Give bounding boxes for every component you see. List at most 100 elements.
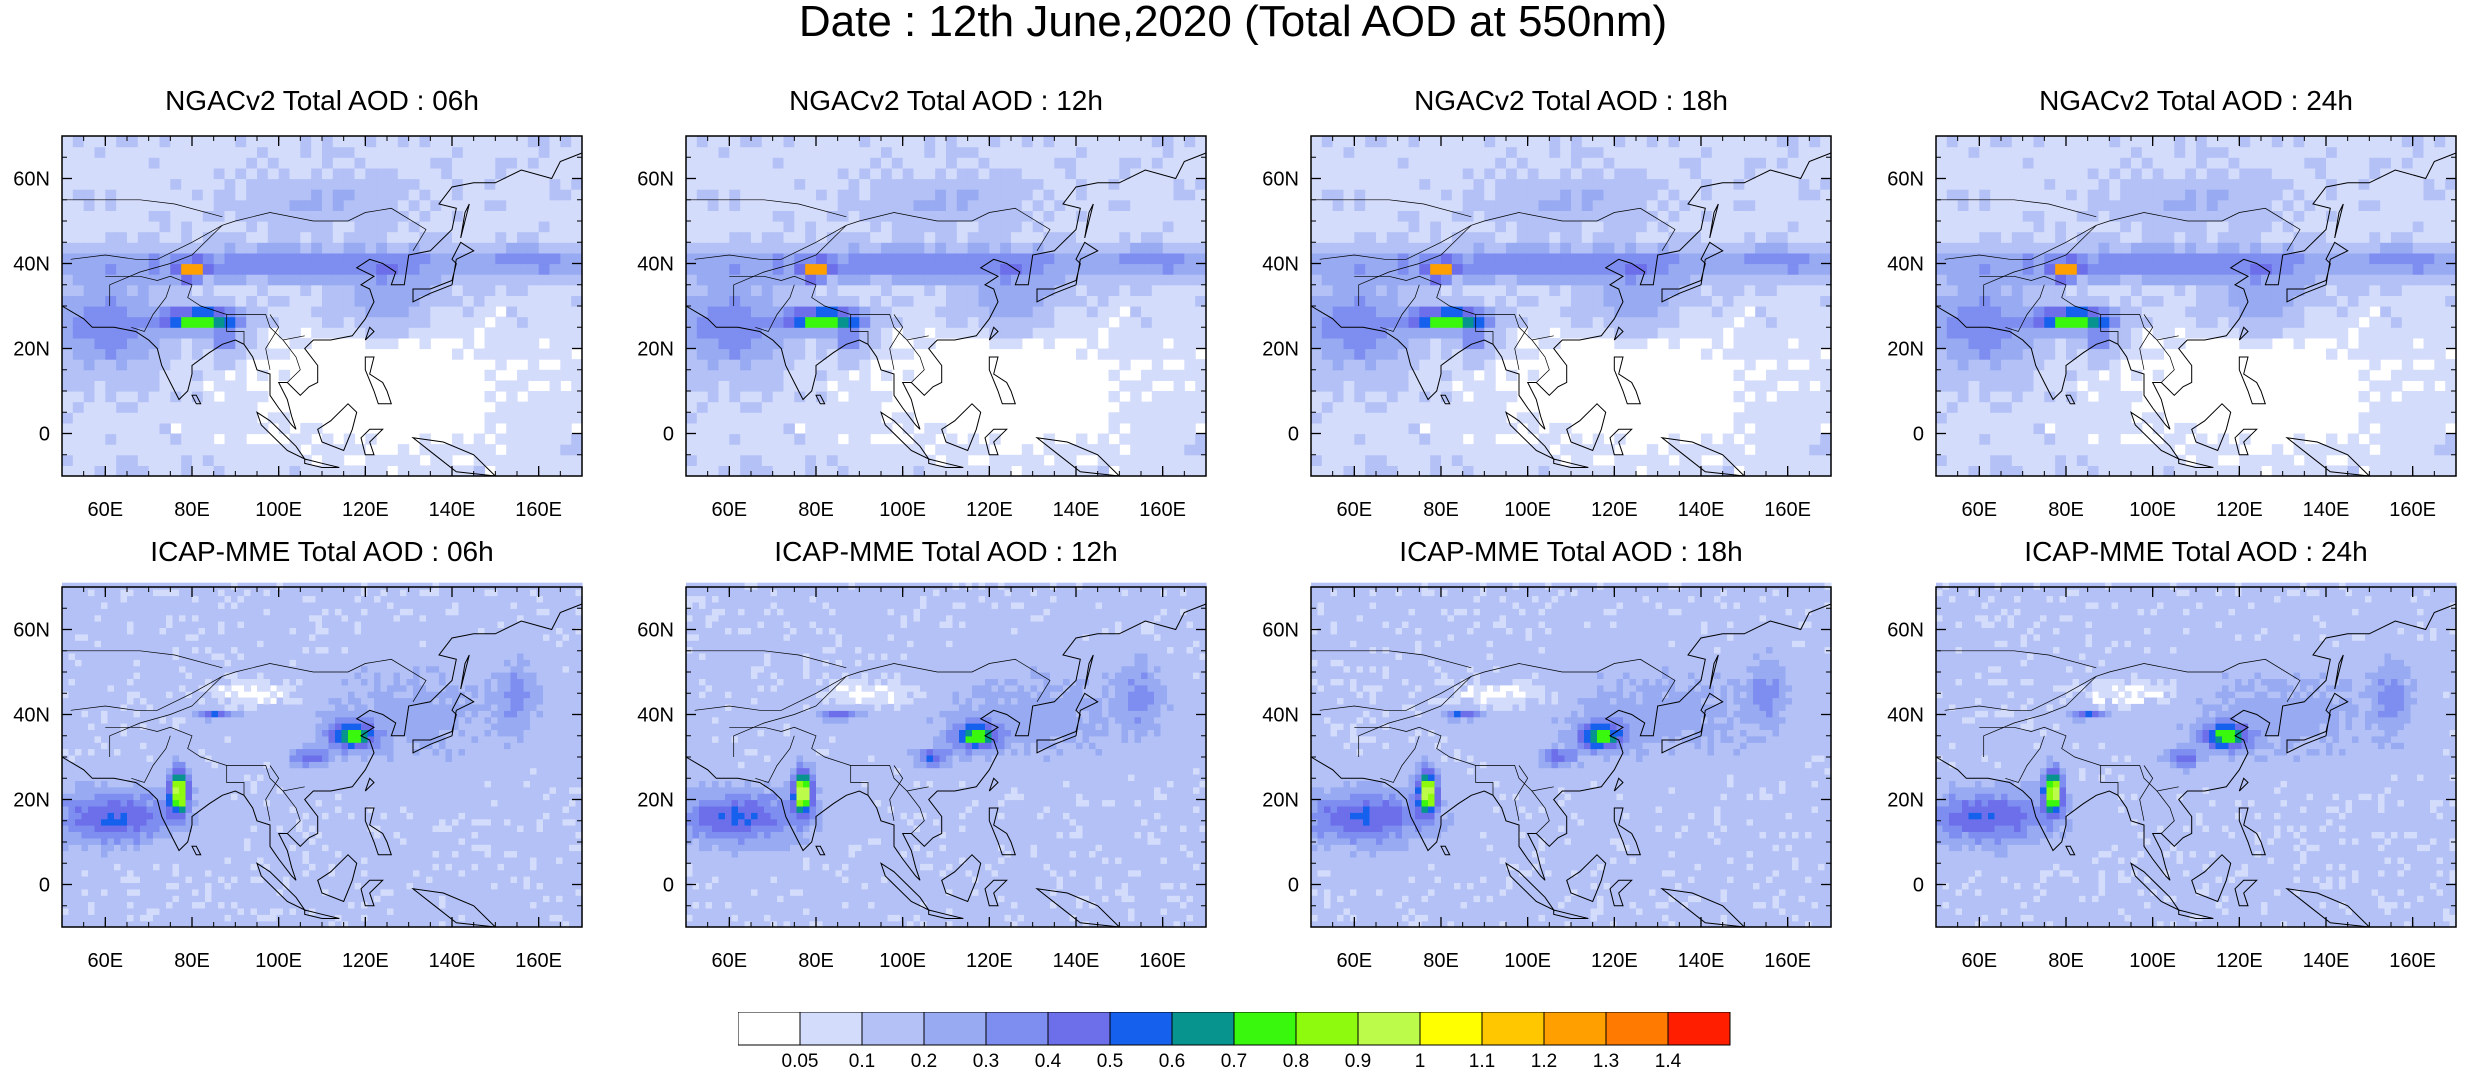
aod-cell: [1195, 295, 1207, 307]
aod-cell: [718, 306, 730, 318]
aod-cell: [1097, 157, 1110, 169]
aod-cell: [1311, 369, 1323, 381]
aod-cell: [235, 189, 247, 201]
aod-cell: [1581, 306, 1594, 318]
aod-cell: [1571, 157, 1583, 169]
aod-cell: [2044, 252, 2056, 265]
aod-cell: [495, 284, 507, 296]
aod-cell: [1195, 242, 1207, 254]
aod-cell: [1430, 189, 1442, 201]
aod-cell: [718, 189, 730, 201]
aod-cell: [257, 274, 269, 286]
aod-cell: [549, 422, 561, 435]
aod-cell: [484, 306, 496, 318]
aod-cell: [2011, 359, 2024, 371]
aod-cell: [1000, 210, 1012, 222]
aod-cell: [2131, 189, 2143, 201]
aod-cell: [2066, 199, 2078, 211]
aod-cell: [311, 136, 323, 148]
aod-cell: [517, 221, 529, 233]
aod-cell: [2098, 167, 2110, 180]
aod-cell: [1119, 380, 1131, 392]
aod-cell: [1733, 178, 1745, 190]
aod-cell: [1657, 284, 1670, 296]
aod-cell: [1820, 359, 1832, 371]
aod-cell: [1527, 263, 1540, 275]
aod-cell: [1722, 178, 1735, 190]
aod-cell: [257, 306, 269, 318]
aod-cell: [148, 369, 161, 381]
aod-cell: [751, 167, 763, 180]
aod-cell: [1473, 327, 1485, 339]
aod-cell: [1419, 242, 1431, 254]
aod-cell: [1484, 316, 1496, 328]
aod-cell: [213, 401, 226, 413]
aod-cell: [783, 146, 795, 158]
aod-cell: [729, 444, 741, 456]
aod-cell: [967, 444, 980, 456]
aod-cell: [761, 369, 774, 381]
aod-cell: [1776, 306, 1789, 318]
aod-cell: [1397, 157, 1410, 169]
aod-cell: [1990, 146, 2002, 158]
aod-cell: [1119, 252, 1131, 265]
aod-cell: [1603, 167, 1615, 180]
aod-cell: [278, 369, 291, 381]
aod-cell: [956, 242, 969, 254]
aod-cell: [484, 242, 496, 254]
aod-cell: [1343, 306, 1355, 318]
aod-cell: [1441, 465, 1453, 477]
aod-cell: [1722, 444, 1735, 456]
aod-cell: [751, 210, 763, 222]
aod-cell: [1376, 284, 1388, 296]
aod-cell: [1936, 295, 1948, 307]
aod-cell: [278, 221, 291, 233]
aod-cell: [1195, 465, 1207, 477]
aod-cell: [794, 284, 806, 296]
aod-cell: [686, 167, 698, 180]
aod-cell: [1722, 433, 1735, 445]
aod-cell: [707, 327, 720, 339]
aod-cell: [1473, 433, 1485, 445]
aod-cell: [311, 252, 323, 265]
aod-cell: [2076, 178, 2089, 190]
aod-cell: [1043, 178, 1055, 190]
aod-cell: [1119, 327, 1131, 339]
aod-cell: [707, 189, 720, 201]
aod-cell: [1820, 465, 1832, 477]
aod-cell: [2087, 242, 2100, 254]
aod-cell: [213, 189, 226, 201]
aod-cell: [1990, 327, 2002, 339]
aod-cell: [1097, 465, 1110, 477]
aod-cell: [1462, 136, 1475, 148]
aod-cell: [1776, 231, 1789, 243]
aod-cell: [571, 178, 583, 190]
aod-cell: [257, 210, 269, 222]
aod-cell: [772, 221, 785, 233]
aod-cell: [2001, 433, 2013, 445]
aod-cell: [686, 401, 698, 413]
aod-cell: [148, 433, 161, 445]
aod-cell: [1798, 306, 1810, 318]
aod-cell: [686, 380, 698, 392]
aod-cell: [1141, 327, 1153, 339]
aod-cell: [826, 284, 839, 296]
country-border: [1514, 314, 1529, 370]
aod-cell: [1184, 263, 1196, 275]
aod-cell: [181, 433, 193, 445]
aod-cell: [1787, 242, 1800, 254]
aod-cell: [62, 146, 74, 158]
aod-cell: [794, 454, 806, 466]
aod-cell: [935, 316, 947, 328]
aod-cell: [967, 242, 980, 254]
aod-cell: [1625, 199, 1637, 211]
aod-cell: [1506, 284, 1518, 296]
aod-cell: [1946, 210, 1959, 222]
aod-cell: [967, 231, 980, 243]
aod-cell: [1076, 295, 1088, 307]
aod-cell: [192, 391, 204, 403]
aod-cell: [1571, 433, 1583, 445]
aod-cell: [891, 412, 904, 424]
aod-cell: [924, 189, 936, 201]
